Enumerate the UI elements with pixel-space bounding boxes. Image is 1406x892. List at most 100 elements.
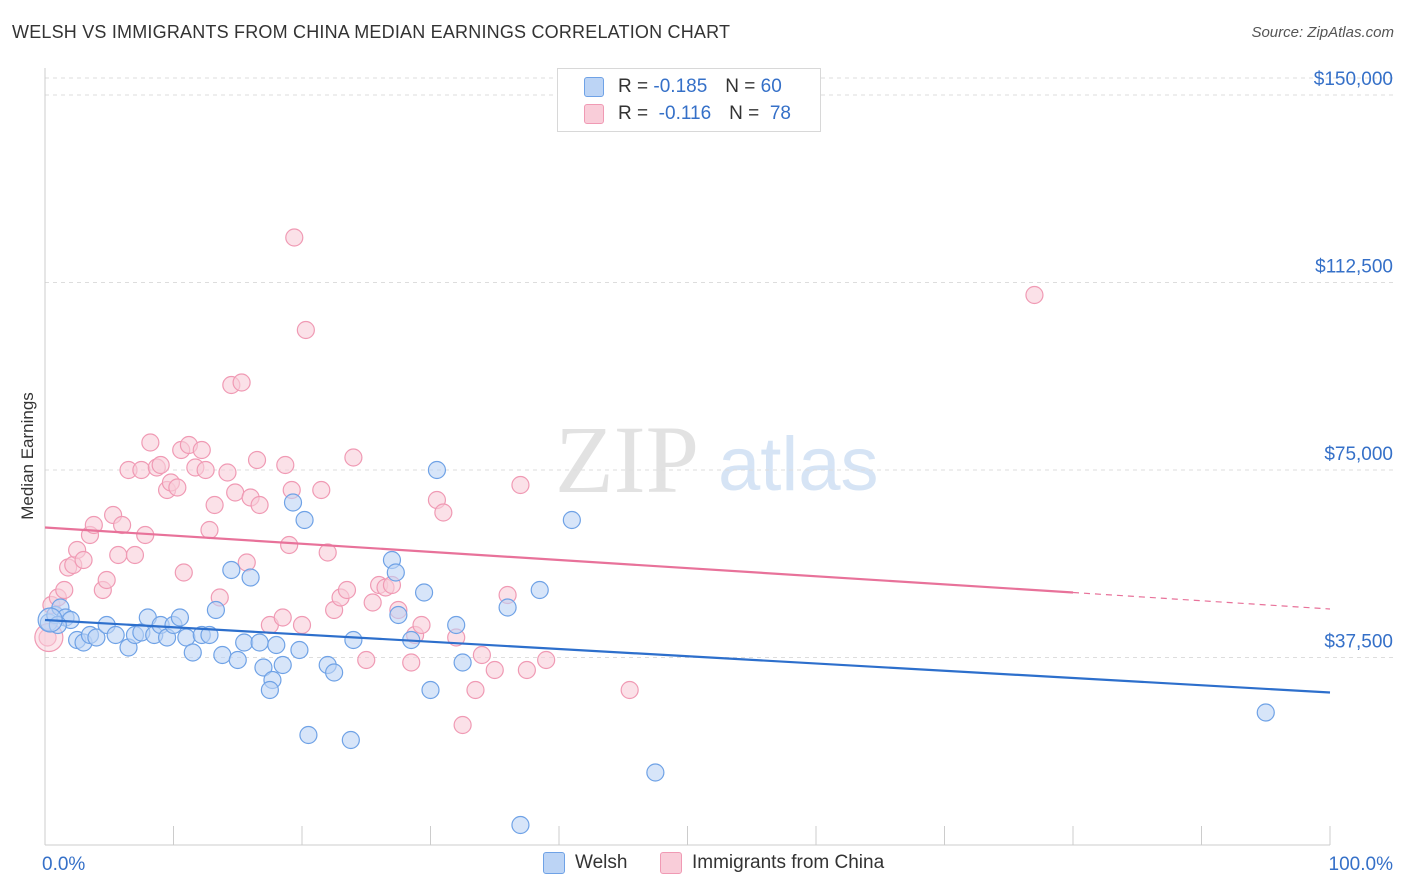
welsh-swatch <box>584 77 604 97</box>
china-swatch <box>584 104 604 124</box>
china-point <box>151 455 170 475</box>
china-point <box>168 478 187 497</box>
china-swatch <box>660 852 682 874</box>
welsh-point <box>325 663 344 682</box>
china-point <box>141 433 160 452</box>
legend-n-value-china: 78 <box>769 103 791 124</box>
china-point <box>250 495 269 515</box>
china-point <box>485 660 504 680</box>
welsh-trend-line <box>44 618 1331 694</box>
welsh-point <box>170 608 190 627</box>
china-point <box>247 450 267 470</box>
welsh-point <box>646 763 665 782</box>
china-point <box>205 495 224 515</box>
legend-r-value-china: -0.116 <box>658 103 712 124</box>
x-tick-label-max: 100.0% <box>1329 854 1394 875</box>
series-legend: Welsh Immigrants from China <box>0 852 1406 878</box>
legend-n-label: N = <box>725 76 756 97</box>
y-tick-label: $150,000 <box>1314 69 1393 90</box>
china-point <box>218 463 237 482</box>
china-point <box>620 680 639 700</box>
welsh-point <box>250 633 269 652</box>
welsh-point <box>414 583 434 602</box>
china-point <box>237 553 256 572</box>
china-point <box>196 460 215 480</box>
china-point <box>453 715 472 735</box>
welsh-point <box>290 640 309 660</box>
china-point <box>276 455 295 475</box>
welsh-point <box>511 815 530 835</box>
china-point <box>226 483 245 502</box>
china-point <box>296 320 315 340</box>
welsh-swatch <box>543 852 565 874</box>
welsh-point <box>341 730 360 750</box>
china-trend-line <box>44 526 1074 594</box>
china-point <box>273 608 292 627</box>
china-points <box>34 228 1044 735</box>
welsh-point <box>530 580 549 600</box>
legend-n-value-welsh: 60 <box>760 76 782 97</box>
china-point <box>472 645 491 665</box>
china-point <box>232 373 251 392</box>
welsh-point <box>299 725 318 745</box>
china-point <box>537 650 556 670</box>
china-point <box>1025 285 1044 305</box>
china-point <box>200 520 219 540</box>
series-legend-welsh: Welsh <box>543 852 627 874</box>
china-point <box>74 550 93 570</box>
china-point <box>434 503 453 522</box>
legend-row-welsh: R = -0.185 N = 60 <box>584 75 782 99</box>
welsh-point <box>267 635 286 655</box>
legend-r-label: R = <box>618 76 649 97</box>
welsh-point <box>260 680 279 700</box>
watermark-atlas: atlas <box>718 422 879 507</box>
y-tick-label: $75,000 <box>1324 444 1393 465</box>
y-tick-label: $37,500 <box>1324 632 1393 653</box>
watermark-zip: ZIP <box>555 406 699 513</box>
series-legend-china: Immigrants from China <box>660 852 884 874</box>
china-point <box>344 448 363 467</box>
china-point <box>318 543 337 562</box>
tick-labels: $37,500 $75,000 $112,500 $150,000 0.0% 100.0% <box>42 69 1393 875</box>
welsh-point <box>498 598 517 617</box>
welsh-point <box>427 460 447 480</box>
china-point <box>357 650 376 670</box>
legend-r-value-welsh: -0.185 <box>653 76 708 97</box>
welsh-point <box>295 510 314 530</box>
welsh-point <box>421 680 440 700</box>
series-name-china: Immigrants from China <box>692 852 885 873</box>
china-point <box>511 475 530 495</box>
china-point <box>97 570 116 590</box>
welsh-point <box>206 600 226 620</box>
china-point <box>337 580 357 600</box>
china-point <box>402 653 421 672</box>
china-point <box>112 515 132 535</box>
legend-r-label: R = <box>618 103 649 124</box>
china-point <box>109 545 128 565</box>
trend-lines <box>44 526 1331 694</box>
china-point <box>280 535 299 555</box>
china-point <box>292 615 312 635</box>
china-point <box>192 440 211 460</box>
welsh-point <box>1256 703 1275 722</box>
china-point <box>125 545 145 565</box>
welsh-point <box>222 560 241 580</box>
welsh-point <box>344 630 363 650</box>
china-point <box>312 480 331 500</box>
legend-n-label: N = <box>729 103 760 124</box>
china-point <box>412 615 431 635</box>
welsh-point <box>241 568 260 587</box>
welsh-point <box>562 510 581 530</box>
china-point <box>55 580 74 600</box>
china-point <box>132 460 151 480</box>
axes <box>44 68 1331 846</box>
china-point <box>466 680 485 700</box>
china-point <box>174 563 193 582</box>
welsh-point <box>106 625 125 645</box>
china-trend-line-extension <box>1072 591 1331 610</box>
china-point <box>285 228 304 247</box>
legend-row-china: R = -0.116 N = 78 <box>584 102 791 126</box>
welsh-point <box>200 625 219 645</box>
chart-source: Source: ZipAtlas.com <box>1251 24 1394 41</box>
